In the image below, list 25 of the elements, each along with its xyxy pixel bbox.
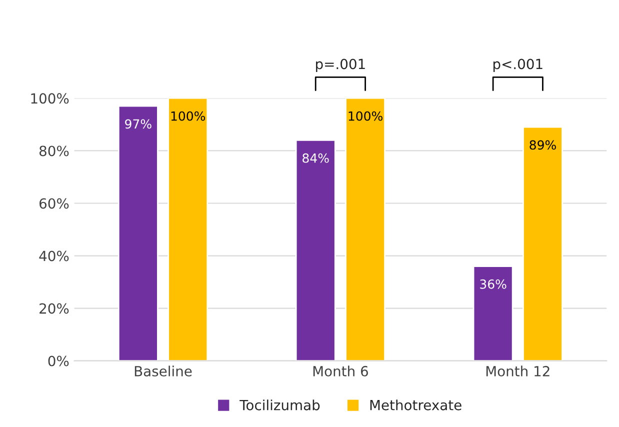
x-tick-label: Month 12 — [486, 366, 550, 376]
data-label: 84% — [302, 153, 329, 163]
legend-label: Tocilizumab — [240, 400, 320, 410]
text: p=.001 — [316, 58, 365, 72]
y-tick-label: 40% — [39, 250, 69, 262]
x-tick-label: Baseline — [134, 366, 192, 376]
y-tick-label: 100% — [31, 93, 69, 104]
y-tick-label: 60% — [40, 198, 69, 209]
y-tick-label: 80% — [39, 146, 69, 156]
data-label: 100% — [171, 111, 206, 121]
y-tick-label: 20% — [40, 303, 69, 314]
data-label: 36% — [480, 279, 506, 289]
bar — [168, 98, 208, 361]
data-label: 97% — [125, 119, 152, 129]
bar — [345, 98, 386, 361]
bar — [472, 266, 514, 361]
legend-label: Methotrexate — [370, 400, 462, 410]
data-label: 100% — [348, 111, 382, 121]
bar — [522, 126, 563, 361]
x-tick-label: Month 6 — [313, 366, 368, 376]
bar — [118, 105, 158, 361]
data-label: 89% — [530, 140, 556, 150]
text: p<.001 — [493, 58, 542, 72]
bar — [295, 140, 336, 361]
y-tick-label: 0% — [48, 356, 69, 366]
